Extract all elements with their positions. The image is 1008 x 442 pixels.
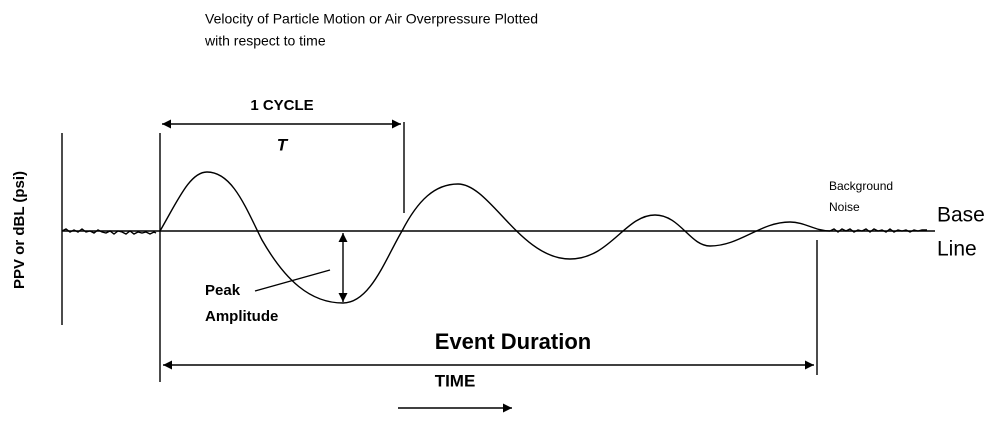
background-noise-label: Background: [829, 179, 893, 193]
cycle-label: 1 CYCLE: [250, 97, 313, 114]
peak-amplitude-label: Amplitude: [205, 308, 278, 325]
event-duration-label: Event Duration: [435, 329, 591, 354]
peak-amplitude-label: Peak: [205, 282, 241, 299]
noise: [829, 228, 927, 233]
time-label: TIME: [435, 371, 476, 390]
noise: [61, 228, 157, 235]
waveform: [159, 171, 831, 304]
leader-line: [254, 269, 331, 292]
title-line: Velocity of Particle Motion or Air Overp…: [205, 11, 538, 27]
y-axis-label: PPV or dBL (psi): [11, 171, 28, 289]
base-line-label: Base: [937, 204, 985, 227]
base-line-label: Line: [937, 238, 977, 261]
cycle-symbol: T: [277, 135, 289, 154]
title-line: with respect to time: [204, 33, 326, 49]
background-noise-label: Noise: [829, 200, 860, 214]
